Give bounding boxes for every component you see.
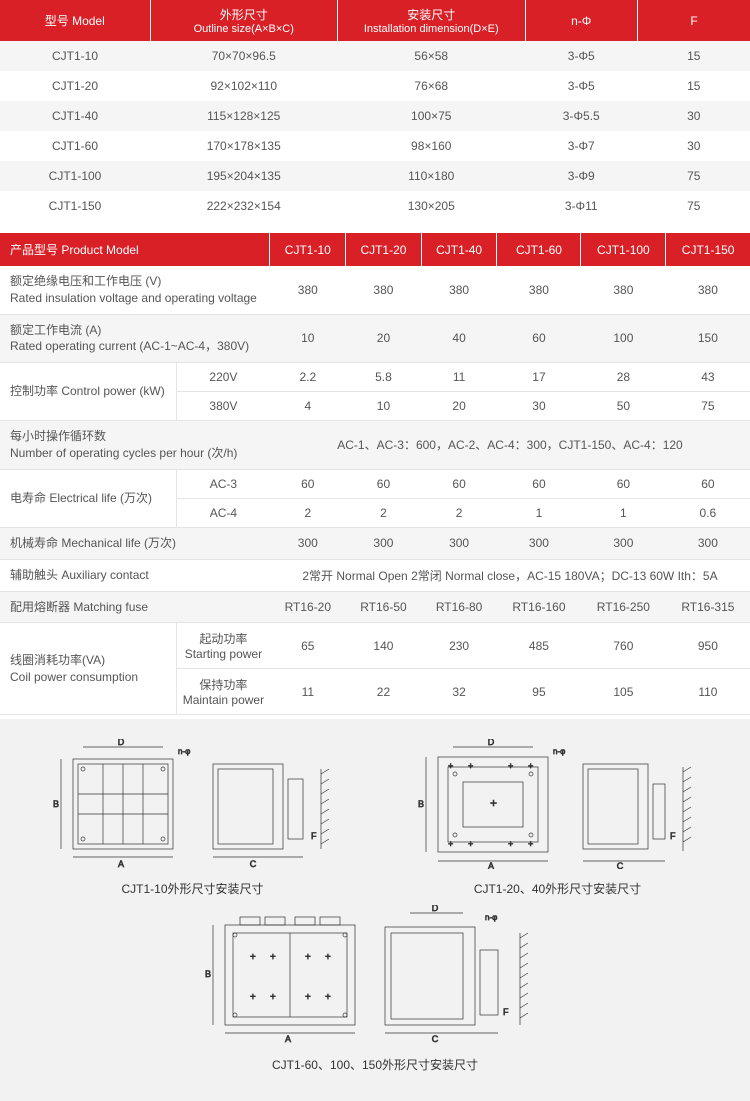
table-row: CJT1-150222×232×154130×2053-Φ1175 (0, 191, 750, 221)
svg-text:F: F (503, 1007, 509, 1017)
table-row: CJT1-1070×70×96.556×583-Φ515 (0, 41, 750, 71)
svg-text:+: + (325, 992, 331, 1003)
table-row: 每小时操作循环数Number of operating cycles per h… (0, 421, 750, 470)
svg-text:+: + (448, 839, 453, 849)
table-row: 额定工作电流 (A)Rated operating current (AC-1~… (0, 314, 750, 363)
svg-text:C: C (249, 859, 256, 869)
svg-text:+: + (250, 952, 256, 963)
svg-text:+: + (508, 761, 513, 771)
svg-text:n-φ: n-φ (485, 913, 497, 922)
diagram-1-svg: A D B n-φ C F (43, 739, 343, 869)
table-row: CJT1-100195×204×135110×1803-Φ975 (0, 161, 750, 191)
svg-text:n-φ: n-φ (553, 747, 565, 756)
svg-text:+: + (305, 992, 311, 1003)
diagram-1-caption: CJT1-10外形尺寸安装尺寸 (43, 880, 343, 897)
diagram-3-svg: + + + + + + + + A B D n-φ C F (195, 905, 555, 1045)
table-row: 额定绝缘电压和工作电压 (V)Rated insulation voltage … (0, 266, 750, 314)
table-row: CJT1-40115×128×125100×753-Φ5.530 (0, 101, 750, 131)
svg-text:+: + (528, 761, 533, 771)
svg-text:B: B (205, 969, 211, 979)
svg-text:+: + (270, 992, 276, 1003)
diagram-1: A D B n-φ C F CJT1-10外形尺寸安装尺寸 (43, 739, 343, 897)
specs-table: 产品型号 Product Model CJT1-10 CJT1-20 CJT1-… (0, 233, 750, 715)
svg-text:F: F (311, 831, 317, 841)
svg-text:+: + (468, 839, 473, 849)
diagram-2-caption: CJT1-20、40外形尺寸安装尺寸 (408, 880, 708, 897)
table-row: CJT1-2092×102×11076×683-Φ515 (0, 71, 750, 101)
table-row: CJT1-60170×178×13598×1603-Φ730 (0, 131, 750, 161)
svg-text:C: C (432, 1034, 439, 1044)
svg-text:D: D (432, 905, 439, 913)
svg-text:+: + (250, 992, 256, 1003)
svg-text:A: A (487, 861, 493, 869)
table-row: 线圈消耗功率(VA)Coil power consumption起动功率Star… (0, 623, 750, 669)
svg-text:B: B (53, 799, 59, 809)
table-row: 机械寿命 Mechanical life (万次)300300300300300… (0, 527, 750, 559)
svg-text:+: + (305, 952, 311, 963)
table2-header-row: 产品型号 Product Model CJT1-10 CJT1-20 CJT1-… (0, 233, 750, 266)
table-row: 控制功率 Control power (kW)220V2.25.81117284… (0, 363, 750, 392)
svg-text:+: + (508, 839, 513, 849)
svg-text:A: A (117, 859, 123, 869)
svg-text:B: B (418, 799, 424, 809)
diagram-3: + + + + + + + + A B D n-φ C F CJT1-60、100、150外… (195, 905, 555, 1073)
diagram-3-caption: CJT1-60、100、150外形尺寸安装尺寸 (195, 1056, 555, 1073)
table1-header-row: 型号 Model 外形尺寸Outline size(A×B×C) 安装尺寸Ins… (0, 0, 750, 41)
diagrams-panel: A D B n-φ C F CJT1-10外形尺寸安装尺寸 + (0, 719, 750, 1101)
svg-text:+: + (528, 839, 533, 849)
svg-text:+: + (468, 761, 473, 771)
diagram-2: + + + + + + + + + A D B n-φ C F CJT1-20、40外形尺寸… (408, 739, 708, 897)
svg-text:n-φ: n-φ (178, 747, 190, 756)
svg-text:D: D (117, 739, 124, 747)
th-model: 型号 Model (45, 14, 105, 28)
dimensions-table: 型号 Model 外形尺寸Outline size(A×B×C) 安装尺寸Ins… (0, 0, 750, 221)
svg-text:D: D (487, 739, 494, 747)
table-row: 配用熔断器 Matching fuseRT16-20RT16-50RT16-80… (0, 591, 750, 623)
svg-text:C: C (616, 861, 623, 869)
svg-text:+: + (270, 952, 276, 963)
svg-text:A: A (285, 1034, 291, 1044)
diagram-2-svg: + + + + + + + + + A D B n-φ C F (408, 739, 708, 869)
svg-text:+: + (490, 796, 497, 810)
svg-text:+: + (325, 952, 331, 963)
svg-text:+: + (448, 761, 453, 771)
table-row: 辅助触头 Auxiliary contact2常开 Normal Open 2常… (0, 559, 750, 591)
table-row: 电寿命 Electrical life (万次)AC-3606060606060 (0, 469, 750, 498)
svg-text:F: F (670, 831, 676, 841)
